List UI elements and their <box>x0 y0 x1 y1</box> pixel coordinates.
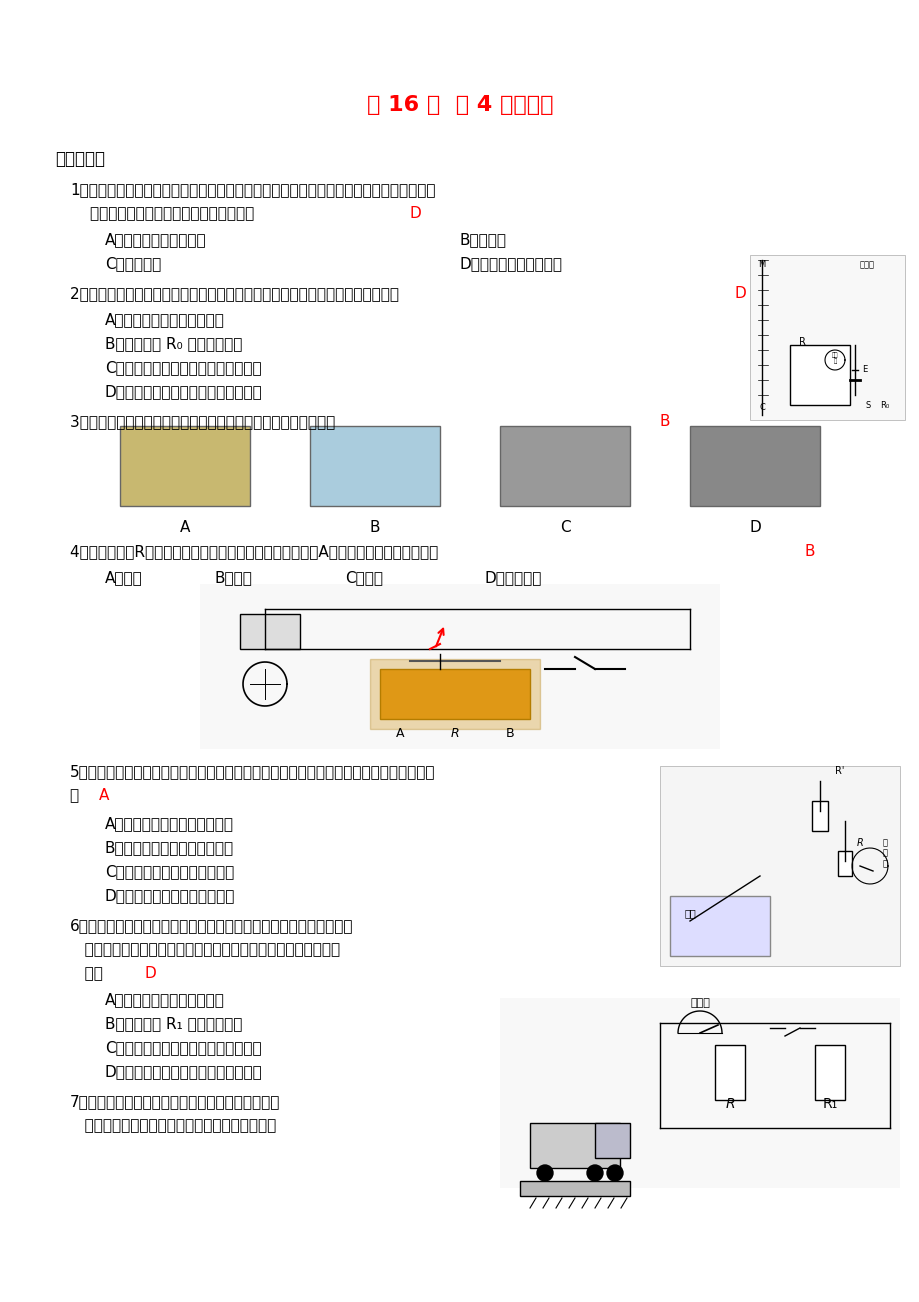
Text: A．电路上电阻增大，电流减小: A．电路上电阻增大，电流减小 <box>105 816 233 831</box>
Text: 的电子握力器的内部结构。电源电压不变，滑动: 的电子握力器的内部结构。电源电压不变，滑动 <box>70 1118 276 1133</box>
Text: 油
量
表: 油 量 表 <box>881 838 887 868</box>
Bar <box>814 1046 844 1100</box>
Text: 1．小军同学想自制一个能调节灯泡亮暗的滑动变阻器。在选择电阻部分的材料时，有长度: 1．小军同学想自制一个能调节灯泡亮暗的滑动变阻器。在选择电阻部分的材料时，有长度 <box>70 182 435 197</box>
Text: R₀: R₀ <box>879 401 889 410</box>
Text: 浮标: 浮标 <box>684 907 695 918</box>
Text: A: A <box>395 727 403 740</box>
Text: 2．如图所示是李军设计的一个简易电子身高测量仪的原理图。以下说法正确的是: 2．如图所示是李军设计的一个简易电子身高测量仪的原理图。以下说法正确的是 <box>70 286 403 301</box>
Text: A．称重表其实是一个电压表: A．称重表其实是一个电压表 <box>105 992 224 1006</box>
Text: A: A <box>179 519 190 535</box>
Text: M: M <box>757 260 765 270</box>
Text: 时: 时 <box>70 788 84 803</box>
Text: C．细橡皮管: C．细橡皮管 <box>105 256 161 271</box>
Bar <box>499 999 899 1187</box>
Text: 4．如图所示，R是用镍铬合金线做成的变阻器，当导线夹向A端移动时，小灯泡的亮度将: 4．如图所示，R是用镍铬合金线做成的变阻器，当导线夹向A端移动时，小灯泡的亮度将 <box>70 544 443 559</box>
Text: D: D <box>410 206 421 221</box>
Bar <box>499 426 630 506</box>
Text: B: B <box>659 414 670 428</box>
Bar <box>529 1124 619 1168</box>
Bar <box>119 426 250 506</box>
Text: D: D <box>734 286 746 301</box>
Text: R: R <box>724 1098 734 1111</box>
Text: 身高表: 身高表 <box>859 260 874 270</box>
Text: A: A <box>99 788 109 803</box>
Bar <box>837 852 851 876</box>
Text: 一、选择题: 一、选择题 <box>55 150 105 168</box>
Circle shape <box>607 1165 622 1181</box>
Text: R: R <box>856 838 862 848</box>
Text: B．变亮: B．变亮 <box>215 570 253 585</box>
Text: S: S <box>865 401 869 410</box>
Bar <box>659 766 899 966</box>
Text: 6．高速公路收费站，现在对过往的超载货车实施计重收费，某同学结: 6．高速公路收费站，现在对过往的超载货车实施计重收费，某同学结 <box>70 918 353 934</box>
Text: R: R <box>450 727 459 740</box>
Text: C．当被测者越高时，身高表示数越小: C．当被测者越高时，身高表示数越小 <box>105 359 261 375</box>
Bar <box>369 659 539 729</box>
Text: 5．如图所示是汽车油量表工作原理的示意图，图中油量表实质是一个电流表，当油量减少: 5．如图所示是汽车油量表工作原理的示意图，图中油量表实质是一个电流表，当油量减少 <box>70 764 435 779</box>
Text: B: B <box>505 727 514 740</box>
Circle shape <box>586 1165 602 1181</box>
Bar <box>689 426 819 506</box>
Text: A．不变: A．不变 <box>105 570 142 585</box>
Text: D．当车辆越重时，称重表的示数越大: D．当车辆越重时，称重表的示数越大 <box>105 1064 263 1079</box>
Text: E: E <box>861 365 867 374</box>
Bar <box>199 585 720 749</box>
Bar <box>240 615 300 648</box>
Text: D．当被测者越高时，身高表示数越大: D．当被测者越高时，身高表示数越大 <box>105 384 263 398</box>
Text: 身高
表: 身高 表 <box>831 352 837 365</box>
Bar <box>595 1124 630 1157</box>
Text: R: R <box>798 337 804 348</box>
Text: D．木工铅笔的粗铅笔芯: D．木工铅笔的粗铅笔芯 <box>460 256 562 271</box>
Text: 第 16 章  第 4 节变阻器: 第 16 章 第 4 节变阻器 <box>367 95 552 115</box>
Bar <box>519 1181 630 1197</box>
Text: D．电路上电阻减小，电流增大: D．电路上电阻减小，电流增大 <box>105 888 235 904</box>
Text: 的是: 的是 <box>70 966 108 980</box>
Text: B．电路上电阻增大，电流增大: B．电路上电阻增大，电流增大 <box>105 840 233 855</box>
Text: B．电路中的 R₁ 是没有作用的: B．电路中的 R₁ 是没有作用的 <box>105 1016 242 1031</box>
Circle shape <box>537 1165 552 1181</box>
Text: A．不带绝缘皮的铜导线: A．不带绝缘皮的铜导线 <box>105 232 207 247</box>
Text: 7．如图所示，这是科技创新小组的同学们自己发明: 7．如图所示，这是科技创新小组的同学们自己发明 <box>70 1094 280 1109</box>
Text: B: B <box>369 519 380 535</box>
Bar <box>749 255 904 421</box>
Text: C: C <box>559 519 570 535</box>
Text: C．电路上电阻减小，电流减小: C．电路上电阻减小，电流减小 <box>105 865 234 879</box>
Text: R': R' <box>834 766 844 776</box>
Bar <box>789 345 849 405</box>
Text: C．当车辆越重时，称重表的示数越小: C．当车辆越重时，称重表的示数越小 <box>105 1040 261 1055</box>
Text: D．无法判定: D．无法判定 <box>484 570 542 585</box>
Text: B．塑料绳: B．塑料绳 <box>460 232 506 247</box>
Bar <box>714 1046 744 1100</box>
Text: D: D <box>748 519 760 535</box>
Bar <box>310 426 439 506</box>
Text: B: B <box>804 544 814 559</box>
Text: D: D <box>145 966 156 980</box>
Text: A．身高表相当于一个电压表: A．身高表相当于一个电压表 <box>105 312 224 327</box>
Bar <box>811 801 827 831</box>
Text: 3．下面是我们实验室中一些常用的实验器材，其中滑动变阻器是: 3．下面是我们实验室中一些常用的实验器材，其中滑动变阻器是 <box>70 414 340 428</box>
Text: 称重表: 称重表 <box>689 999 709 1008</box>
Text: 相同的下列材料，你建议小军选择哪一种: 相同的下列材料，你建议小军选择哪一种 <box>90 206 259 221</box>
Text: C: C <box>758 404 764 411</box>
Bar <box>669 896 769 956</box>
Text: C．变暗: C．变暗 <box>345 570 382 585</box>
Text: R₁: R₁ <box>822 1098 836 1111</box>
Bar <box>380 669 529 719</box>
Text: B．电路中的 R₀ 是没有作用的: B．电路中的 R₀ 是没有作用的 <box>105 336 242 352</box>
Text: 合所学物理知识设计了如图所示的计重秤原理图，以下说法正确: 合所学物理知识设计了如图所示的计重秤原理图，以下说法正确 <box>70 943 340 957</box>
